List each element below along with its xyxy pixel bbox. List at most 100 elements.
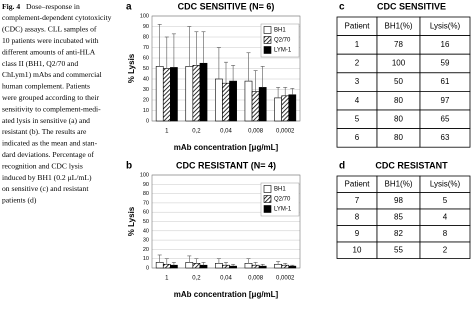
panel-label: b [126,161,132,172]
table-cell-text: 63 [441,133,450,142]
x-tick-label: 0,04 [220,129,232,135]
table-cell-text: 59 [441,59,450,68]
bar [229,80,237,122]
error-bar [283,263,288,266]
caption-line: complement-dependent cytotoxicity [2,13,112,22]
caption-line: Dose–response in [26,2,80,11]
y-tick-label: 30 [143,238,149,244]
table-header: BH1(%) [384,179,412,188]
error-bar [253,70,258,92]
bar [222,264,230,269]
error-bar [187,26,192,67]
y-tick-label: 20 [143,247,149,253]
table-cell-text: 80 [394,96,403,105]
error-bar [194,31,199,66]
y-tick-label: 20 [143,97,149,103]
bar [244,263,253,269]
error-bar [164,36,169,69]
table-cell-text: 55 [394,245,403,254]
x-tick-label: 0,008 [248,129,264,135]
error-bar [201,262,206,266]
error-bar [260,263,265,267]
bar [215,263,223,269]
y-tick-label: 90 [143,182,149,188]
error-bar [231,263,236,267]
table-header: BH1(%) [384,21,412,30]
x-axis-label: mAb concentration [μg/mL] [174,290,279,299]
error-bar [276,261,281,265]
bar [274,263,282,269]
error-bar [194,258,199,264]
bar [162,263,171,269]
table-cell-text: 10 [353,245,362,254]
table-cell-text: 4 [355,96,360,105]
y-tick-label: 60 [143,55,149,61]
legend-swatch [263,185,272,193]
legend-swatch [263,46,272,54]
x-tick-label: 0,04 [220,276,232,282]
x-tick-label: 0,008 [248,276,264,282]
table-cell-text: 97 [441,96,450,105]
error-bar [201,31,206,64]
legend-label: LYM-1 [274,207,292,213]
table-cell-text: 8 [355,212,360,221]
bar [199,264,208,269]
error-bar [224,61,228,84]
bar [222,82,230,122]
y-tick-label: 60 [143,210,149,216]
y-tick-label: 80 [143,34,149,40]
error-bar [260,66,265,88]
y-axis-label: % Lysis [127,53,136,83]
table-cell-text: 9 [355,229,360,238]
bar [288,94,297,122]
table-cell-text: 6 [355,133,360,142]
caption-line: on sensitive (c) and resistant [2,184,89,193]
bar [274,97,282,122]
bar [251,264,260,269]
error-bar [157,254,162,263]
table-cell-text: 80 [394,133,403,142]
y-tick-label: 90 [143,24,149,30]
bar [199,62,208,122]
bar [258,265,267,269]
table-cell [419,241,471,259]
y-tick-label: 70 [143,45,149,51]
x-tick-label: 1 [165,276,169,282]
bar [185,66,194,122]
error-bar [283,87,288,96]
error-bar [164,258,169,265]
table-header: Patient [345,179,371,188]
caption-line: dard deviations. Percentage of [2,150,94,159]
bar [185,262,194,269]
panel-label: a [126,2,132,13]
table-cell-text: 4 [443,212,448,221]
error-bar [157,24,162,67]
error-bar [290,88,295,95]
y-tick-label: 40 [143,76,149,82]
table-cell-text: 80 [394,114,403,123]
y-tick-label: 30 [143,87,149,93]
table-cell-text: 50 [394,77,403,86]
error-bar [276,87,281,98]
x-axis-label: mAb concentration [μg/mL] [174,143,279,152]
bar [251,91,260,122]
caption-line: resistant (b). The results are [2,127,87,136]
caption-line: class II (BH1, Q2/70 and [2,59,78,68]
error-bar [290,264,295,267]
panel-label: c [339,2,345,13]
legend-label: BH1 [274,28,286,34]
legend-swatch [263,36,272,44]
table-header: Lysis(%) [430,179,461,188]
y-tick-label: 100 [140,172,149,178]
error-bar [171,262,176,266]
caption-line: sensitivity to complement-medi- [2,104,101,113]
legend-swatch [263,205,272,213]
error-bar [231,65,236,82]
bar [281,264,290,269]
x-tick-label: 0,0002 [276,129,295,135]
table-title: CDC RESISTANT [375,160,448,170]
caption-line: were grouped according to their [2,93,99,102]
y-tick-label: 50 [143,66,149,72]
bar [244,80,253,122]
y-tick-label: 40 [143,228,149,234]
